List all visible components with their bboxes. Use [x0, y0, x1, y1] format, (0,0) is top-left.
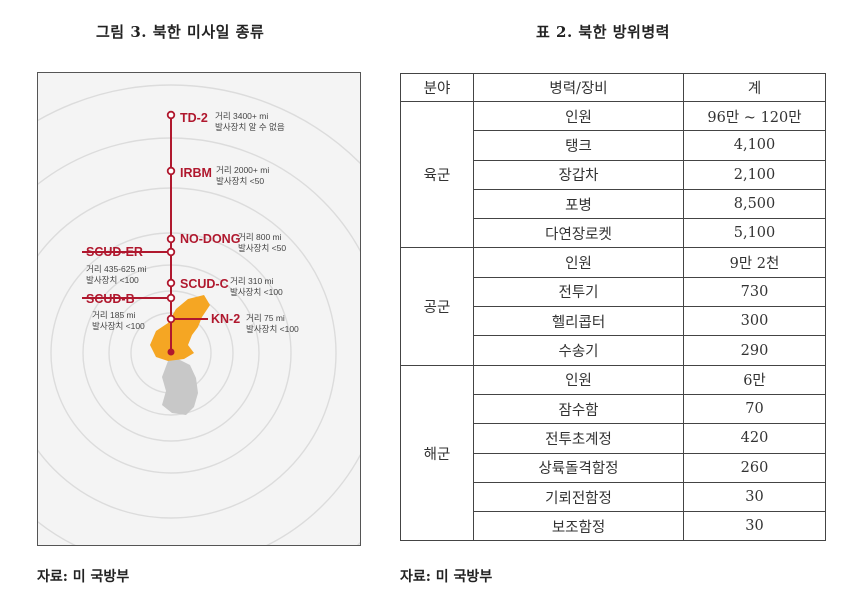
missile-name-scudc: SCUD-C — [180, 277, 229, 291]
table-source: 자료: 미 국방부 — [400, 569, 493, 585]
north-korea-shape — [150, 295, 210, 361]
value-cell: 2,100 — [683, 159, 826, 190]
item-cell: 전투초계정 — [473, 423, 684, 454]
value-cell: 290 — [683, 335, 826, 366]
missile-name-scudb: SCUD-B — [86, 292, 135, 306]
missile-name-kn2: KN-2 — [211, 312, 240, 326]
south-korea-shape — [162, 359, 198, 415]
missile-name-irbm: IRBM — [180, 166, 212, 180]
item-cell: 인원 — [473, 100, 684, 132]
value-cell: 96만 ~ 120만 — [683, 100, 826, 132]
missile-range-scuder: 거리 435-625 mi — [86, 264, 147, 274]
missile-launchers-scuder: 발사장치 <100 — [86, 275, 139, 285]
launch-origin-dot — [167, 348, 175, 356]
value-cell: 6만 — [683, 364, 826, 395]
figure-source: 자료: 미 국방부 — [37, 569, 130, 585]
table-row: 육군 인원 96만 ~ 120만 — [400, 100, 826, 249]
branch-army: 육군 — [400, 100, 474, 249]
missile-range-scudb: 거리 185 mi — [92, 310, 136, 320]
missile-name-td2: TD-2 — [180, 111, 208, 125]
table-row: 헬리콥터 300 — [401, 306, 826, 337]
value-cell: 420 — [683, 423, 826, 454]
table-row: 전투초계정 420 — [401, 423, 826, 454]
table-caption: 표 2. 북한 방위병력 — [536, 23, 670, 41]
table-row: 공군 인원 9만 2천 — [400, 247, 826, 366]
defense-forces-table: 분야 병력/장비 계 육군 인원 96만 ~ 120만 탱크 4,100 장갑차… — [400, 73, 826, 542]
item-cell: 전투기 — [473, 276, 684, 308]
missile-range-scudc: 거리 310 mi — [230, 276, 274, 286]
missile-range-td2: 거리 3400+ mi — [215, 111, 268, 121]
table-row: 보조함정 30 — [401, 511, 826, 542]
missile-range-kn2: 거리 75 mi — [246, 313, 285, 323]
table-row: 전투기 730 — [401, 276, 826, 308]
item-cell: 장갑차 — [473, 159, 684, 190]
missile-name-scuder: SCUD-ER — [86, 245, 143, 259]
table-row: 상륙돌격함정 260 — [401, 452, 826, 483]
item-cell: 수송기 — [473, 335, 684, 366]
item-cell: 헬리콥터 — [473, 306, 684, 337]
branch-airforce: 공군 — [400, 247, 474, 366]
missile-launchers-kn2: 발사장치 <100 — [246, 324, 299, 334]
item-cell: 상륙돌격함정 — [473, 452, 684, 483]
item-cell: 인원 — [473, 247, 684, 278]
missile-launchers-scudb: 발사장치 <100 — [92, 321, 145, 331]
figure-caption: 그림 3. 북한 미사일 종류 — [96, 23, 265, 41]
item-cell: 인원 — [473, 364, 684, 395]
header-branch: 분야 — [400, 73, 474, 102]
value-cell: 260 — [683, 452, 826, 483]
missile-launchers-irbm: 발사장치 <50 — [216, 176, 264, 186]
missile-launchers-scudc: 발사장치 <100 — [230, 287, 283, 297]
table-row: 다연장로켓 5,100 — [401, 218, 826, 249]
header-item: 병력/장비 — [473, 73, 684, 102]
table-header-row: 분야 병력/장비 계 — [400, 73, 826, 102]
value-cell: 4,100 — [683, 130, 826, 161]
item-cell: 잠수함 — [473, 393, 684, 425]
table-row: 해군 인원 6만 — [400, 364, 826, 542]
table-row: 수송기 290 — [401, 335, 826, 366]
table-row: 포병 8,500 — [401, 188, 826, 220]
missile-range-map: TD-2 거리 3400+ mi 발사장치 알 수 없음 IRBM 거리 200… — [38, 84, 360, 545]
value-cell: 9만 2천 — [683, 247, 826, 278]
value-cell: 8,500 — [683, 188, 826, 220]
item-cell: 보조함정 — [473, 511, 684, 542]
item-cell: 다연장로켓 — [473, 218, 684, 249]
branch-navy: 해군 — [400, 364, 474, 542]
value-cell: 70 — [683, 393, 826, 425]
range-axis — [82, 115, 208, 353]
range-markers — [166, 110, 176, 324]
value-cell: 730 — [683, 276, 826, 308]
header-total: 계 — [683, 73, 826, 102]
table-row: 잠수함 70 — [401, 393, 826, 425]
item-cell: 포병 — [473, 188, 684, 220]
missile-range-irbm: 거리 2000+ mi — [216, 165, 269, 175]
value-cell: 5,100 — [683, 218, 826, 249]
missile-range-nodong: 거리 800 mi — [238, 232, 282, 242]
value-cell: 30 — [683, 481, 826, 513]
missile-launchers-nodong: 발사장치 <50 — [238, 243, 286, 253]
table-row: 기뢰전함정 30 — [401, 481, 826, 513]
item-cell: 탱크 — [473, 130, 684, 161]
value-cell: 30 — [683, 511, 826, 542]
item-cell: 기뢰전함정 — [473, 481, 684, 513]
missile-name-nodong: NO-DONG — [180, 232, 240, 246]
missile-launchers-td2: 발사장치 알 수 없음 — [215, 122, 285, 132]
value-cell: 300 — [683, 306, 826, 337]
missile-range-figure: TD-2 거리 3400+ mi 발사장치 알 수 없음 IRBM 거리 200… — [37, 72, 361, 546]
